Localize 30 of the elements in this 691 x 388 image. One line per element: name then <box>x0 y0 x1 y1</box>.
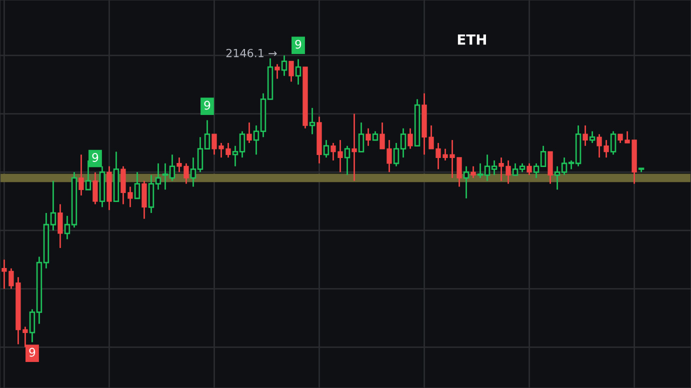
candlestick <box>589 130 596 144</box>
candlestick <box>142 180 147 220</box>
candlestick <box>309 107 316 135</box>
annotation: 9 <box>29 348 36 357</box>
candlestick <box>295 58 302 86</box>
candlestick <box>470 166 476 179</box>
candlestick <box>463 166 470 200</box>
candlestick <box>281 54 288 77</box>
candlestick <box>344 145 350 176</box>
candlestick <box>274 63 280 80</box>
candlestick <box>92 172 98 205</box>
candlestick <box>358 122 364 152</box>
candlestick <box>408 128 413 150</box>
candlestick <box>246 122 252 144</box>
candlestick <box>610 130 616 156</box>
annotation: 2146.1 → <box>226 48 277 58</box>
candlestick <box>582 124 588 147</box>
candlestick <box>58 204 63 249</box>
annotation: 9 <box>204 100 210 110</box>
candlestick <box>288 60 294 82</box>
candlestick <box>548 151 553 184</box>
candlestick <box>78 154 84 196</box>
annotation: 9 <box>295 40 302 49</box>
candlestick <box>134 171 140 200</box>
annotation: 9 <box>92 153 98 162</box>
chart-title: ETH <box>458 34 486 45</box>
candlestick <box>526 162 532 176</box>
candlestick <box>352 113 357 182</box>
candlestick <box>366 128 371 147</box>
candlestick <box>323 139 330 158</box>
